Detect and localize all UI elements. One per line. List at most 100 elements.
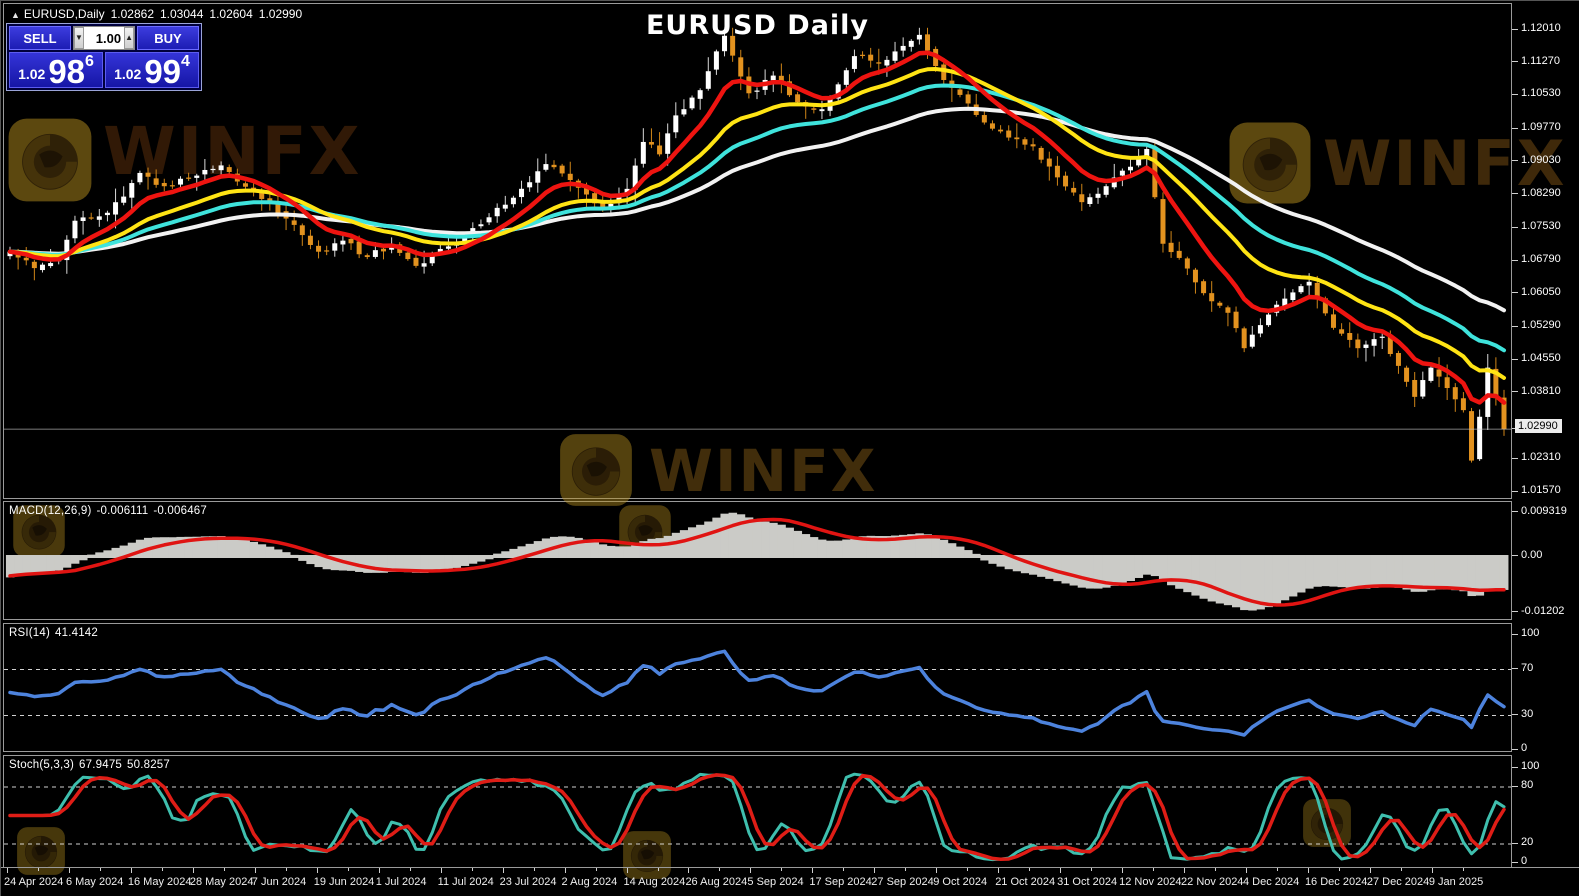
price-chart-panel[interactable]: EURUSD Daily ▲ EURUSD,Daily 1.02862 1.03044… (3, 3, 1512, 499)
price-axis-label: 20 (1521, 836, 1534, 848)
price-axis-label: 1.09030 (1521, 153, 1561, 166)
axis-tick (7, 868, 8, 873)
date-axis-label: 14 Aug 2024 (623, 876, 686, 888)
axis-tick (1512, 259, 1518, 261)
axis-tick (1307, 868, 1309, 873)
axis-tick (1512, 28, 1518, 30)
price-axis-label: 0.009319 (1521, 504, 1567, 517)
date-axis-label: 19 Jun 2024 (313, 876, 375, 888)
symbol-name: EURUSD,Daily (23, 7, 105, 21)
rsi-indicator-panel[interactable]: RSI(14) 41.4142 (3, 623, 1512, 752)
axis-minor-tick (161, 868, 163, 871)
axis-minor-tick (719, 868, 721, 871)
date-axis-label: 12 Nov 2024 (1119, 876, 1182, 888)
volume-increase-button[interactable]: ▲ (124, 27, 134, 49)
axis-minor-tick (1029, 868, 1031, 871)
date-axis-label: 6 May 2024 (65, 876, 124, 888)
sell-price-display[interactable]: 1.02 98 6 (9, 52, 103, 88)
axis-minor-tick (471, 868, 473, 871)
sell-button[interactable]: SELL (9, 26, 71, 50)
ohlc-open: 1.02862 (110, 7, 154, 21)
buy-button[interactable]: BUY (137, 26, 199, 50)
price-axis-label: 1.01570 (1521, 484, 1561, 496)
axis-tick (502, 868, 504, 873)
date-axis-label: 24 Apr 2024 (4, 876, 64, 888)
price-axis-label: 1.03810 (1521, 384, 1561, 397)
date-axis-label: 27 Sep 2024 (871, 876, 934, 888)
date-axis-label: 22 Nov 2024 (1181, 876, 1244, 888)
price-axis-label: 30 (1521, 707, 1534, 720)
axis-tick (812, 868, 814, 873)
price-axis-label: 1.06790 (1521, 253, 1561, 265)
axis-tick (1431, 868, 1433, 873)
axis-tick (1512, 714, 1518, 715)
date-axis-label: 1 Jul 2024 (375, 876, 427, 888)
axis-tick (1512, 127, 1518, 129)
price-axis-label: 70 (1521, 661, 1534, 674)
price-axis-label: 1.11270 (1521, 54, 1560, 67)
axis-minor-tick (1462, 868, 1464, 871)
volume-input[interactable] (83, 27, 125, 49)
axis-minor-tick (657, 868, 659, 871)
price-axis-label: 0 (1521, 742, 1528, 754)
price-axis-label: 1.07530 (1521, 220, 1561, 233)
stochastic-label: Stoch(5,3,3) 67.9475 50.8257 (9, 759, 171, 771)
axis-tick (874, 868, 876, 873)
axis-minor-tick (347, 868, 349, 871)
volume-decrease-button[interactable]: ▼ (74, 27, 84, 49)
axis-tick (1512, 160, 1518, 162)
stochastic-indicator-panel[interactable]: Stoch(5,3,3) 67.9475 50.8257 (3, 755, 1512, 868)
axis-minor-tick (533, 868, 535, 871)
date-axis-label: 28 May 2024 (189, 876, 254, 888)
axis-minor-tick (285, 868, 287, 871)
sell-price-prefix: 1.02 (18, 66, 46, 82)
axis-tick (1512, 785, 1518, 787)
axis-tick (1246, 868, 1247, 873)
price-axis-label: 0 (1521, 855, 1528, 867)
axis-tick (1512, 861, 1518, 863)
axis-minor-tick (595, 868, 597, 871)
axis-minor-tick (1277, 868, 1278, 871)
time-axis[interactable]: 24 Apr 2024 6 May 2024 16 May 2024 28 May 2… (1, 867, 1579, 896)
current-price-tag: 1.02990 (1515, 419, 1562, 434)
axis-tick (1512, 511, 1518, 513)
axis-tick (1512, 358, 1518, 360)
axis-tick (688, 868, 690, 873)
axis-minor-tick (99, 868, 101, 871)
axis-minor-tick (38, 868, 39, 871)
macd-label: MACD(12,26,9) -0.006111 -0.006467 (9, 505, 207, 517)
date-axis-label: 4 Dec 2024 (1243, 876, 1300, 888)
buy-price-display[interactable]: 1.02 99 4 (105, 52, 199, 88)
axis-tick (1512, 391, 1518, 393)
axis-tick (1512, 668, 1518, 669)
buy-price-point: 4 (181, 53, 190, 70)
axis-tick (378, 868, 380, 873)
axis-tick (1184, 868, 1186, 873)
axis-tick (440, 868, 442, 873)
price-axis-label: 1.12010 (1521, 22, 1561, 34)
price-axis-label: 1.06050 (1521, 285, 1561, 298)
price-axis[interactable]: 1.12010 1.11270 1.10530 1.09770 1.09030 1.082… (1512, 1, 1579, 869)
axis-tick (1512, 61, 1518, 63)
axis-tick (192, 868, 194, 873)
macd-indicator-panel[interactable]: MACD(12,26,9) -0.006111 -0.006467 (3, 501, 1512, 620)
axis-tick (254, 868, 256, 873)
axis-tick (1122, 868, 1124, 873)
axis-minor-tick (843, 868, 845, 871)
buy-price-prefix: 1.02 (114, 66, 142, 82)
axis-tick (1512, 93, 1518, 95)
symbol-marker-icon: ▲ (11, 10, 20, 20)
date-axis-label: 7 Jun 2024 (251, 876, 307, 888)
axis-tick (1512, 633, 1518, 635)
axis-tick (750, 868, 752, 873)
axis-minor-tick (409, 868, 411, 871)
axis-tick (1369, 868, 1371, 873)
buy-price-pips: 99 (144, 53, 182, 90)
sell-price-point: 6 (85, 53, 94, 70)
price-axis-label: 100 (1521, 760, 1540, 772)
date-axis-label: 31 Oct 2024 (1057, 876, 1118, 888)
sell-price-pips: 98 (48, 53, 86, 90)
date-axis-label: 17 Sep 2024 (809, 876, 872, 888)
